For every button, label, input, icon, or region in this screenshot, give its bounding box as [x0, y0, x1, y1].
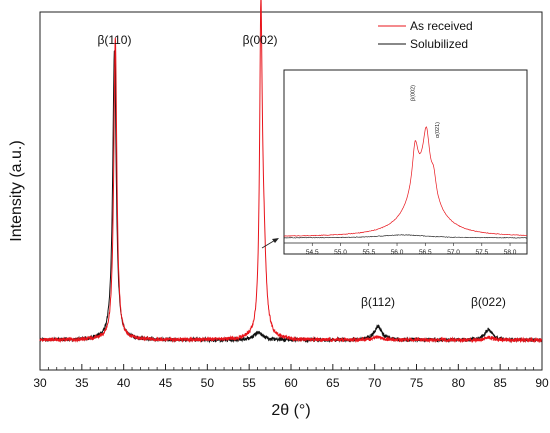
- peak-annotations: β(110) β(002) β(112) β(022): [97, 33, 505, 309]
- peak-label-0: β(110): [97, 33, 131, 47]
- inset-chart: 54.5 55.0 55.5 56.0 56.5 57.0 57.5 58.0 β(002) α…: [283, 69, 528, 256]
- peak-label-3: β(022): [471, 295, 506, 309]
- inset-series: [283, 126, 528, 239]
- x-tick-label-80: 80: [452, 376, 466, 390]
- x-tick-label-40: 40: [117, 376, 131, 390]
- x-tick-label-30: 30: [33, 376, 47, 390]
- x-tick-label-85: 85: [493, 376, 507, 390]
- inset-tick-label-55.0: 55.0: [334, 249, 347, 256]
- inset-label-beta-002: β(002): [410, 85, 416, 101]
- peak-label-1: β(002): [243, 33, 278, 47]
- y-axis-title: Intensity (a.u.): [8, 140, 25, 241]
- main-series: [39, 0, 543, 344]
- peak-label-2: β(112): [361, 295, 395, 309]
- inset-tick-label-56.5: 56.5: [419, 249, 432, 256]
- inset-tick-label-54.5: 54.5: [306, 249, 319, 256]
- legend: As received Solubilized: [378, 19, 473, 51]
- x-tick-label-75: 75: [410, 376, 424, 390]
- inset-tick-label-58.0: 58.0: [504, 249, 517, 256]
- x-tick-label-90: 90: [535, 376, 549, 390]
- inset-annotations: β(002) α(021): [410, 85, 440, 138]
- x-tick-label-50: 50: [201, 376, 215, 390]
- inset-pointer-arrow: [261, 238, 279, 249]
- x-tick-label-70: 70: [368, 376, 382, 390]
- x-tick-label-55: 55: [242, 376, 256, 390]
- inset-frame: [283, 69, 528, 255]
- inset-tick-label-55.5: 55.5: [362, 249, 375, 256]
- x-tick-label-60: 60: [284, 376, 298, 390]
- x-tick-label-45: 45: [159, 376, 173, 390]
- x-ticks: 30 35 40 45 50 55 60 65 70 75 80 85 90: [33, 364, 549, 390]
- legend-label-as-received: As received: [410, 19, 473, 33]
- x-tick-label-35: 35: [75, 376, 89, 390]
- x-axis-title: 2θ (°): [271, 402, 310, 419]
- legend-label-solubilized: Solubilized: [410, 37, 468, 51]
- inset-tick-label-56.0: 56.0: [391, 249, 404, 256]
- series-line-as-received: [39, 0, 543, 344]
- x-tick-label-65: 65: [326, 376, 340, 390]
- inset-tick-label-57.0: 57.0: [447, 249, 460, 256]
- inset-series-line-solubilized: [283, 234, 528, 239]
- inset-x-ticks: 54.5 55.0 55.5 56.0 56.5 57.0 57.5 58.0: [284, 242, 527, 256]
- inset-label-alpha-021: α(021): [435, 122, 441, 138]
- inset-tick-label-57.5: 57.5: [475, 249, 488, 256]
- inset-series-line-as-received: [283, 126, 528, 237]
